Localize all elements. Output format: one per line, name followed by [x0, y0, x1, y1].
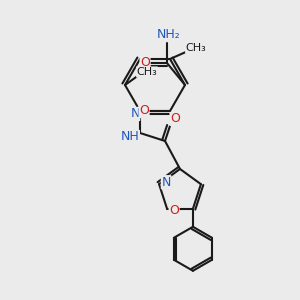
- Text: CH₃: CH₃: [136, 67, 158, 77]
- Text: N: N: [130, 107, 140, 121]
- Text: CH₃: CH₃: [186, 43, 206, 53]
- Text: O: O: [170, 112, 180, 125]
- Text: N: N: [161, 176, 171, 189]
- Text: O: O: [140, 56, 150, 70]
- Text: NH: NH: [121, 130, 140, 143]
- Text: NH₂: NH₂: [157, 28, 181, 40]
- Text: O: O: [169, 204, 179, 217]
- Text: O: O: [139, 104, 149, 118]
